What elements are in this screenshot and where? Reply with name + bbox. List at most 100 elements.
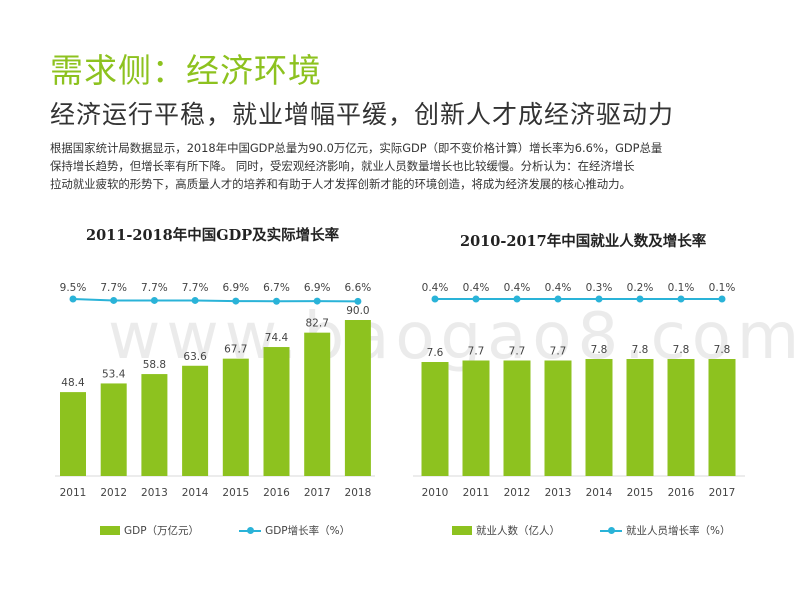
- gdp-chart-title: 2011-2018年中国GDP及实际增长率: [86, 227, 340, 244]
- emp-growth-label-2016: 0.1%: [668, 282, 695, 294]
- gdp-growth-point-2013: [150, 296, 158, 304]
- gdp-bar-label-2011: 48.4: [61, 377, 85, 389]
- emp-bar-label-2010: 7.6: [427, 347, 444, 359]
- gdp-growth-label-2016: 6.7%: [263, 282, 290, 294]
- emp-growth-label-2017: 0.1%: [709, 282, 736, 294]
- gdp-growth-point-2015: [232, 297, 240, 305]
- emp-growth-label-2011: 0.4%: [463, 282, 490, 294]
- paragraph-line-3: 拉动就业疲软的形势下，高质量人才的培养和有助于人才发挥创新才能的环境创造，将成为…: [50, 177, 631, 191]
- emp-bar-2010: [421, 362, 449, 476]
- emp-growth-point-2013: [554, 295, 562, 303]
- emp-growth-point-2014: [595, 295, 603, 303]
- emp-tick-2012: 2012: [504, 487, 531, 499]
- emp-bar-2014: [585, 359, 613, 476]
- legend-gdp-growth-label: GDP增长率（%）: [265, 525, 351, 537]
- gdp-growth-label-2013: 7.7%: [141, 282, 168, 294]
- gdp-tick-2018: 2018: [345, 487, 372, 499]
- gdp-bar-label-2018: 90.0: [346, 305, 369, 317]
- legend-line-swatch: [239, 526, 262, 535]
- emp-bar-2011: [462, 360, 490, 476]
- gdp-growth-label-2014: 7.7%: [182, 282, 209, 294]
- emp-growth-label-2013: 0.4%: [545, 282, 572, 294]
- emp-growth-point-2016: [677, 295, 685, 303]
- emp-bar-2016: [667, 359, 695, 476]
- emp-growth-point-2012: [513, 295, 521, 303]
- gdp-growth-point-2017: [313, 297, 321, 305]
- gdp-bar-label-2012: 53.4: [102, 368, 126, 380]
- legend-employment-label: 就业人数（亿人）: [476, 525, 560, 537]
- gdp-bar-label-2015: 67.7: [224, 344, 247, 356]
- legend-line-swatch: [600, 526, 622, 535]
- emp-growth-label-2015: 0.2%: [627, 282, 654, 294]
- emp-tick-2017: 2017: [709, 487, 736, 499]
- emp-bar-label-2016: 7.8: [673, 344, 690, 356]
- paragraph-line-2: 保持增长趋势，但增长率有所下降。 同时，受宏观经济影响，就业人员数量增长也比较缓…: [50, 159, 635, 173]
- gdp-bar-label-2014: 63.6: [183, 351, 207, 363]
- gdp-growth-label-2011: 9.5%: [60, 282, 87, 294]
- gdp-bar-label-2013: 58.8: [143, 359, 166, 371]
- emp-tick-2013: 2013: [545, 487, 572, 499]
- gdp-tick-2015: 2015: [222, 487, 249, 499]
- employment-chart-legend: 就业人数（亿人） 就业人员增长率（%）: [452, 523, 730, 538]
- emp-bar-2013: [544, 360, 572, 476]
- emp-tick-2016: 2016: [668, 487, 695, 499]
- emp-bar-2015: [626, 359, 654, 476]
- gdp-bar-2016: [263, 347, 290, 476]
- gdp-tick-2013: 2013: [141, 487, 168, 499]
- summary-paragraph: 根据国家统计局数据显示，2018年中国GDP总量为90.0万亿元，实际GDP（即…: [50, 139, 762, 193]
- gdp-growth-point-2012: [110, 296, 118, 304]
- gdp-growth-label-2018: 6.6%: [345, 282, 372, 294]
- gdp-tick-2014: 2014: [182, 487, 209, 499]
- emp-bar-2017: [708, 359, 736, 476]
- gdp-bar-2013: [141, 374, 168, 476]
- emp-bar-label-2017: 7.8: [714, 344, 731, 356]
- gdp-growth-label-2017: 6.9%: [304, 282, 331, 294]
- gdp-bar-2014: [182, 365, 209, 476]
- gdp-bar-2018: [344, 320, 371, 476]
- legend-bar-swatch: [100, 526, 120, 535]
- page-subtitle: 经济运行平稳，就业增幅平缓，创新人才成经济驱动力: [50, 100, 675, 129]
- emp-bar-label-2012: 7.7: [509, 346, 526, 358]
- employment-chart-title: 2010-2017年中国就业人数及增长率: [460, 233, 707, 250]
- emp-bar-label-2013: 7.7: [550, 346, 567, 358]
- gdp-bar-2012: [100, 383, 127, 476]
- emp-growth-point-2011: [472, 295, 480, 303]
- paragraph-line-1: 根据国家统计局数据显示，2018年中国GDP总量为90.0万亿元，实际GDP（即…: [50, 141, 663, 155]
- emp-bar-label-2015: 7.8: [632, 344, 649, 356]
- page-title: 需求侧：经济环境: [50, 51, 322, 90]
- emp-growth-point-2015: [636, 295, 644, 303]
- emp-bar-label-2014: 7.8: [591, 344, 608, 356]
- gdp-growth-point-2014: [191, 296, 199, 304]
- gdp-bar-label-2016: 74.4: [265, 332, 289, 344]
- gdp-growth-line: [72, 298, 358, 303]
- emp-growth-point-2017: [718, 295, 726, 303]
- emp-tick-2014: 2014: [586, 487, 613, 499]
- gdp-growth-point-2011: [69, 295, 77, 303]
- legend-bar-swatch: [452, 526, 472, 535]
- gdp-growth-point-2016: [273, 297, 280, 305]
- emp-growth-label-2012: 0.4%: [504, 282, 531, 294]
- gdp-chart-legend: GDP（万亿元） GDP增长率（%）: [100, 523, 350, 538]
- gdp-bar-2015: [222, 358, 249, 476]
- emp-tick-2010: 2010: [422, 487, 449, 499]
- gdp-tick-2012: 2012: [100, 487, 127, 499]
- gdp-tick-2016: 2016: [263, 487, 290, 499]
- gdp-tick-2011: 2011: [60, 487, 87, 499]
- emp-growth-label-2014: 0.3%: [586, 282, 613, 294]
- gdp-bar-2017: [304, 332, 331, 476]
- legend-employment-growth-label: 就业人员增长率（%）: [626, 525, 731, 537]
- gdp-growth-point-2018: [354, 297, 362, 305]
- emp-growth-label-2010: 0.4%: [422, 282, 449, 294]
- emp-bar-label-2011: 7.7: [468, 346, 485, 358]
- emp-bar-2012: [503, 360, 531, 476]
- gdp-bar-label-2017: 82.7: [306, 318, 329, 330]
- gdp-tick-2017: 2017: [304, 487, 331, 499]
- gdp-growth-label-2012: 7.7%: [100, 282, 127, 294]
- emp-tick-2011: 2011: [463, 487, 490, 499]
- legend-gdp-label: GDP（万亿元）: [124, 525, 200, 537]
- emp-growth-point-2010: [431, 295, 439, 303]
- gdp-growth-label-2015: 6.9%: [222, 282, 249, 294]
- emp-tick-2015: 2015: [627, 487, 654, 499]
